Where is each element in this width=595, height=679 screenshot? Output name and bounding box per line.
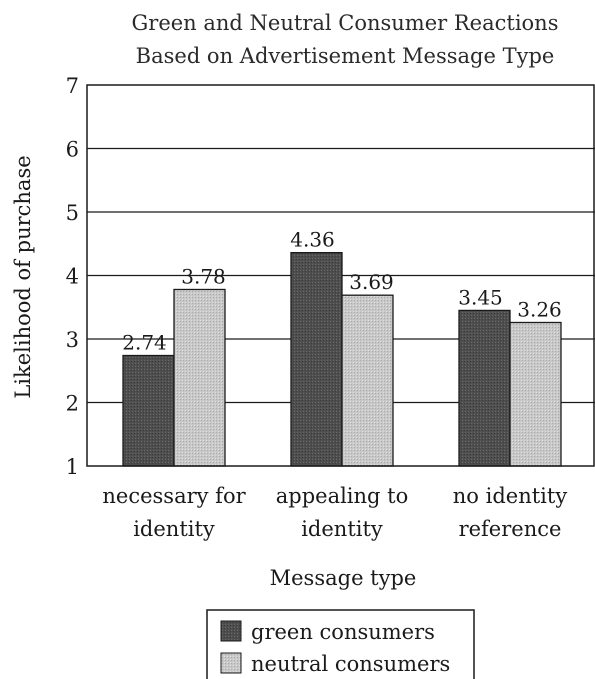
y-axis-title: Likelihood of purchase (11, 155, 35, 398)
data-labels: 2.74 4.36 3.45 3.78 3.69 3.26 (122, 228, 562, 355)
bar-neutral-1 (341, 294, 394, 467)
category-label: no identity (453, 484, 568, 508)
plot-area-frame (86, 84, 595, 467)
data-label: 3.45 (458, 285, 503, 309)
y-tick-label: 6 (66, 138, 79, 162)
data-label: 3.78 (181, 264, 226, 288)
data-label: 3.69 (349, 270, 394, 294)
chart-title-line-1: Green and Neutral Consumer Reactions (132, 11, 559, 35)
legend-swatch-neutral-consumers (220, 652, 242, 674)
category-label: identity (133, 517, 215, 541)
bar-neutral-0 (173, 288, 226, 467)
data-label: 2.74 (122, 331, 167, 355)
bar-green-0 (122, 354, 175, 467)
chart-title-line-2: Based on Advertisement Message Type (136, 44, 555, 68)
category-labels: necessary for identity appealing to identit… (102, 484, 567, 541)
chart-title: Green and Neutral Consumer Reactions Bas… (132, 11, 559, 68)
legend-swatch-green-consumers (220, 620, 242, 642)
category-label: appealing to (276, 484, 409, 508)
category-label: necessary for (102, 484, 246, 508)
y-tick-label: 7 (66, 74, 79, 98)
bar-green-2 (458, 309, 511, 467)
legend-frame (206, 609, 475, 679)
category-label: identity (301, 517, 383, 541)
legend-label-green-consumers: green consumers (251, 620, 435, 644)
data-label: 3.26 (517, 297, 562, 321)
x-axis-title: Message type (270, 566, 417, 590)
y-tick-label: 3 (66, 328, 79, 352)
data-label: 4.36 (290, 228, 335, 252)
bar-neutral-2 (509, 321, 562, 467)
y-tick-label: 5 (66, 201, 79, 225)
bars (122, 251, 562, 467)
y-tick-labels: 1 2 3 4 5 6 7 (66, 74, 79, 479)
legend: green consumers neutral consumers (206, 609, 475, 679)
y-tick-label: 4 (66, 265, 79, 289)
legend-label-neutral-consumers: neutral consumers (251, 652, 450, 676)
y-tick-label: 1 (66, 455, 79, 479)
bar-green-1 (290, 251, 343, 467)
category-label: reference (459, 517, 562, 541)
y-tick-label: 2 (66, 392, 79, 416)
